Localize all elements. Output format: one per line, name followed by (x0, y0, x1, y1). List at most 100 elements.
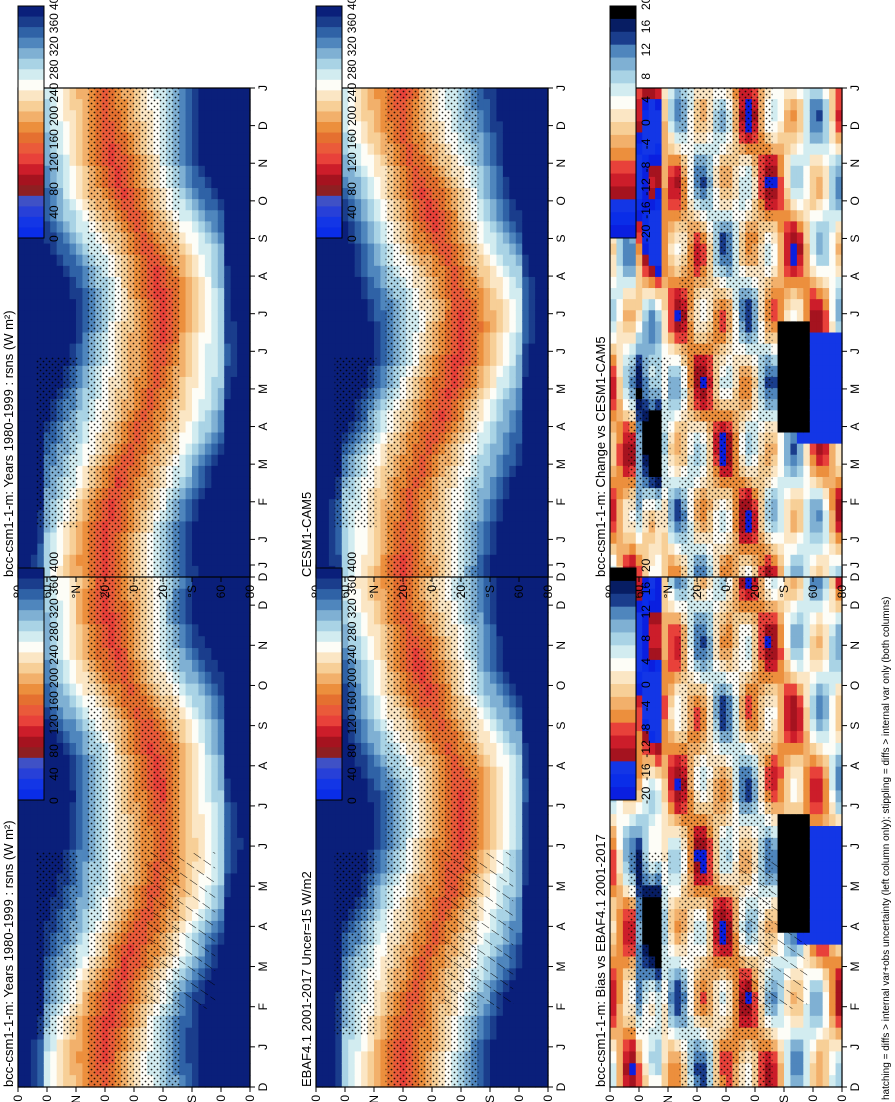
heatmap-cell (56, 624, 64, 637)
heatmap-cell (56, 766, 64, 780)
heatmap-cell (185, 719, 193, 732)
heatmap-cell (243, 612, 251, 625)
heatmap-cell (502, 826, 510, 839)
heatmap-cell (341, 695, 349, 708)
heatmap-cell (192, 778, 200, 792)
heatmap-cell (367, 1039, 375, 1053)
heatmap-cell (179, 399, 187, 411)
heatmap-cell (198, 354, 206, 367)
heatmap-cell (63, 790, 71, 803)
heatmap-cell (367, 719, 375, 732)
heatmap-cell (63, 199, 71, 211)
heatmap-cell (192, 719, 200, 732)
heatmap-cell (367, 707, 375, 720)
heatmap-cell (204, 683, 212, 697)
heatmap-cell (224, 376, 232, 389)
heatmap-cell (502, 1063, 510, 1076)
heatmap-cell (483, 1051, 491, 1064)
heatmap-cell (541, 636, 549, 649)
stippling-overlay (334, 852, 377, 1035)
heatmap-cell (522, 802, 530, 815)
heatmap-cell (496, 576, 504, 590)
heatmap-cell (24, 802, 32, 815)
heatmap-cell (179, 354, 187, 367)
heatmap-cell (224, 683, 232, 697)
heatmap-cell (496, 742, 504, 756)
heatmap-cell (179, 695, 187, 708)
heatmap-cell (198, 766, 206, 780)
heatmap-cell (18, 909, 26, 922)
heatmap-cell (50, 766, 58, 780)
heatmap-cell (217, 488, 225, 500)
heatmap-cell (50, 695, 58, 708)
heatmap-cell (348, 1063, 356, 1076)
heatmap-cell (380, 659, 388, 673)
heatmap-cell (322, 920, 330, 934)
heatmap-cell (483, 766, 491, 780)
heatmap-cell (230, 554, 238, 567)
heatmap-cell (211, 837, 219, 851)
heatmap-cell (43, 612, 51, 625)
heatmap-cell (224, 612, 232, 625)
heatmap-cell (316, 321, 324, 334)
heatmap-cell (335, 802, 343, 815)
heatmap-cell (316, 432, 324, 445)
heatmap-cell (230, 992, 238, 1005)
heatmap-cell (361, 778, 369, 792)
heatmap-cell (224, 932, 232, 946)
heatmap-cell (192, 695, 200, 708)
heatmap-cell (18, 454, 26, 467)
heatmap-cell (192, 1003, 200, 1017)
heatmap-cell (179, 510, 187, 523)
heatmap-cell (224, 826, 232, 839)
heatmap-cell (496, 1063, 504, 1076)
heatmap-cell (56, 778, 64, 792)
heatmap-cell (211, 110, 219, 122)
heatmap-cell (237, 742, 245, 756)
heatmap-cell (82, 421, 90, 434)
heatmap-cell (76, 199, 84, 211)
heatmap-cell (230, 790, 238, 803)
heatmap-cell (322, 1015, 330, 1029)
heatmap-cell (380, 814, 388, 827)
heatmap-cell (515, 1039, 523, 1053)
heatmap-cell (374, 1051, 382, 1064)
heatmap-cell (82, 707, 90, 720)
heatmap-cell (224, 885, 232, 898)
heatmap-cell (56, 199, 64, 211)
heatmap-cell (528, 588, 536, 602)
heatmap-cell (535, 624, 543, 637)
heatmap-cell (374, 837, 382, 851)
heatmap-cell (230, 754, 238, 768)
x-tick-label: O (554, 681, 568, 690)
heatmap-cell (18, 992, 26, 1005)
heatmap-cell (243, 376, 251, 389)
heatmap-cell (243, 826, 251, 839)
heatmap-cell (354, 648, 362, 661)
heatmap-cell (477, 624, 485, 637)
heatmap-cell (179, 1015, 187, 1029)
heatmap-cell (374, 576, 382, 590)
heatmap-cell (63, 588, 71, 602)
heatmap-cell (243, 873, 251, 886)
y-tick-label: °N (69, 585, 83, 598)
heatmap-cell (18, 814, 26, 827)
heatmap-cell (82, 543, 90, 556)
heatmap-cell (522, 766, 530, 780)
heatmap-cell (477, 742, 485, 756)
heatmap-cell (237, 944, 245, 958)
y-tick-label: 80 (11, 1095, 25, 1102)
heatmap-cell (56, 1039, 64, 1053)
heatmap-cell (361, 814, 369, 827)
heatmap-cell (198, 802, 206, 815)
heatmap-cell (224, 659, 232, 673)
heatmap-cell (198, 510, 206, 523)
heatmap-cell (374, 612, 382, 625)
heatmap-cell (18, 421, 26, 434)
heatmap-cell (43, 576, 51, 590)
heatmap-cell (243, 565, 251, 578)
heatmap-cell (515, 1075, 523, 1088)
heatmap-cell (211, 766, 219, 780)
heatmap-cell (179, 276, 187, 289)
heatmap-cell (43, 288, 51, 300)
